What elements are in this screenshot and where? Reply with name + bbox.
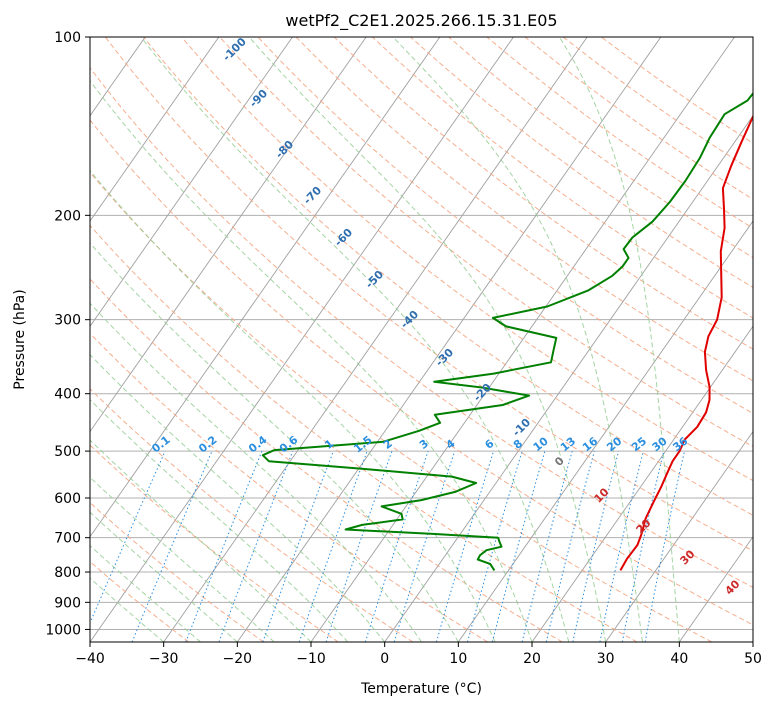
- isotherm-line: [310, 37, 735, 642]
- mixing-ratio-line: [364, 450, 429, 642]
- y-tick-label: 600: [54, 491, 81, 507]
- dry-adiabat-line: [295, 37, 753, 382]
- y-axis-label: Pressure (hPa): [12, 289, 28, 389]
- dry-adiabat-line: [104, 37, 753, 552]
- chart-title: wetPf2_C2E1.2025.266.15.31.E05: [285, 11, 557, 31]
- mixing-ratio-line: [218, 450, 294, 642]
- isotherm-line: [384, 115, 753, 642]
- y-tick-label: 500: [54, 444, 81, 460]
- isotherm-line: [90, 37, 293, 328]
- isotherm-line: [90, 37, 441, 538]
- mixing-ratio-line: [545, 450, 595, 642]
- x-tick-label: 0: [380, 651, 389, 667]
- isotherm-line: [163, 37, 588, 642]
- y-tick-label: 400: [54, 387, 81, 403]
- plot-frame: [89, 36, 754, 643]
- moist-adiabat-line: [248, 37, 607, 642]
- x-tick-label: −40: [75, 651, 105, 667]
- axis-layer: −40 −30 −20 −10 0 10 20 30 40 50 100 200 300 400 500 60…: [45, 30, 762, 667]
- mixing-ratio-line: [491, 450, 546, 642]
- mixing-ratio-line: [131, 450, 213, 642]
- dry-adiabat-line: [372, 37, 753, 319]
- moist-adiabat-line: [90, 79, 533, 642]
- isotherm-line: [90, 37, 367, 433]
- dry-adiabat-line: [90, 67, 753, 588]
- dry-adiabat-line: [219, 37, 753, 448]
- grid-layer: [90, 37, 753, 642]
- x-tick-label: −10: [296, 651, 326, 667]
- mixing-ratio-line: [599, 450, 644, 642]
- x-tick-label: 10: [449, 651, 467, 667]
- y-tick-label: 900: [54, 595, 81, 611]
- moist-adiabat-line: [90, 439, 312, 642]
- dry-adiabat-line: [333, 37, 753, 350]
- temperature-profile-line: [619, 114, 753, 571]
- x-tick-label: 50: [744, 651, 762, 667]
- mixing-ratio-line: [325, 450, 393, 642]
- mixing-ratio-line: [185, 450, 263, 642]
- mixing-ratio-line: [435, 450, 495, 642]
- x-axis-label: Temperature (°C): [360, 681, 482, 697]
- moist-adiabat-line: [558, 37, 680, 642]
- dry-adiabat-line: [90, 388, 414, 642]
- dry-adiabat-line: [143, 37, 753, 516]
- x-tick-label: −20: [223, 651, 253, 667]
- dry-adiabat-line: [90, 560, 190, 642]
- isotherm-line: [90, 37, 220, 222]
- isotherm-line: [457, 220, 753, 642]
- dry-adiabat-line: [90, 171, 712, 642]
- moist-adiabat-line: [90, 242, 459, 642]
- x-tick-label: 30: [597, 651, 615, 667]
- mixing-ratio-line: [521, 450, 573, 642]
- dewpoint-profile-line: [261, 91, 753, 571]
- moist-adiabat-line: [90, 577, 165, 642]
- moist-adiabat-line: [90, 169, 496, 642]
- moist-adiabat-line: [90, 476, 275, 642]
- mixing-ratio-line: [262, 450, 334, 642]
- dry-adiabat-line: [90, 119, 753, 626]
- mixing-ratio-line: [393, 450, 456, 642]
- moist-adiabat-line: [90, 302, 422, 642]
- mixing-ratio-line: [572, 450, 620, 642]
- moist-adiabat-line: [90, 544, 201, 642]
- isotherm-line: [90, 37, 514, 642]
- isotherm-line: [678, 535, 753, 642]
- moist-adiabat-line: [140, 37, 570, 642]
- x-tick-label: 20: [523, 651, 541, 667]
- y-tick-label: 300: [54, 313, 81, 329]
- isotherm-line: [605, 430, 753, 642]
- isotherm-line: [236, 37, 662, 642]
- y-tick-label: 800: [54, 565, 81, 581]
- y-tick-label: 700: [54, 531, 81, 547]
- data-layer: [261, 91, 753, 571]
- x-tick-label: −30: [149, 651, 179, 667]
- dry-adiabat-line: [181, 37, 753, 482]
- x-tick-label: 40: [670, 651, 688, 667]
- y-tick-label: 1000: [45, 622, 81, 638]
- mixing-ratio-line: [298, 450, 368, 642]
- y-tick-label: 100: [54, 30, 81, 46]
- moist-adiabat-line: [392, 37, 643, 642]
- dry-adiabat-line: [90, 332, 488, 642]
- mixing-ratio-line: [90, 450, 166, 625]
- y-tick-label: 200: [54, 208, 81, 224]
- moist-adiabat-line: [90, 353, 386, 642]
- plot-area: [90, 37, 753, 642]
- dry-adiabat-line: [90, 278, 563, 642]
- moist-adiabat-line: [90, 398, 349, 642]
- isotherm-line: [531, 325, 753, 642]
